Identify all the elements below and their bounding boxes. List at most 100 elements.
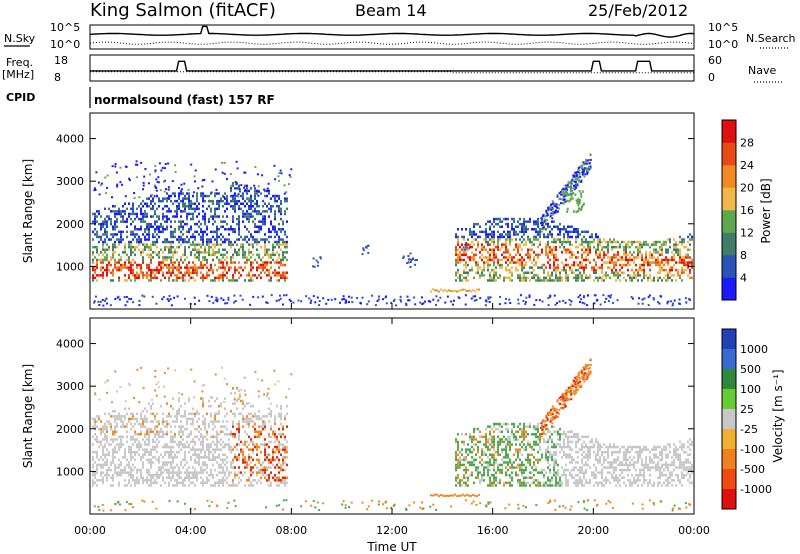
heatmap-cell — [242, 251, 244, 254]
heatmap-cell — [611, 271, 613, 274]
heatmap-cell — [587, 251, 589, 254]
heatmap-cell — [223, 196, 226, 199]
heatmap-cell — [202, 251, 204, 254]
colorbar-tick-label: 28 — [740, 137, 754, 150]
heatmap-cell — [180, 190, 182, 193]
heatmap-cell — [465, 271, 467, 274]
heatmap-cell — [485, 235, 487, 239]
heatmap-cell — [559, 245, 561, 249]
heatmap-cell — [178, 228, 180, 231]
heatmap-cell — [166, 422, 168, 426]
heatmap-cell — [238, 207, 240, 211]
heatmap-cell — [609, 240, 611, 244]
heatmap-cell — [348, 295, 350, 298]
heatmap-cell — [178, 397, 180, 400]
heatmap-cell — [268, 202, 270, 205]
heatmap-cell — [242, 425, 244, 428]
heatmap-cell — [246, 415, 248, 418]
heatmap-cell — [130, 468, 132, 472]
heatmap-cell — [138, 299, 141, 302]
heatmap-cell — [110, 463, 112, 467]
heatmap-cell — [162, 251, 164, 254]
heatmap-cell — [150, 243, 152, 246]
heatmap-cell — [581, 274, 583, 277]
heatmap-cell — [184, 402, 186, 405]
heatmap-cell — [501, 220, 503, 223]
colorbar-segment — [722, 165, 736, 188]
heatmap-cell — [226, 263, 228, 267]
heatmap-cell — [158, 199, 160, 203]
heatmap-cell — [194, 435, 196, 439]
heatmap-cell — [148, 435, 150, 439]
heatmap-cell — [94, 425, 96, 428]
heatmap-cell — [551, 210, 554, 213]
heatmap-cell — [575, 268, 577, 272]
heatmap-cell — [264, 448, 266, 451]
heatmap-cell — [166, 240, 168, 244]
heatmap-cell — [582, 296, 585, 299]
heatmap-cell — [92, 274, 94, 277]
heatmap-cell — [128, 202, 130, 205]
heatmap-cell — [220, 463, 222, 467]
heatmap-cell — [194, 245, 196, 249]
heatmap-cell — [681, 271, 683, 274]
heatmap-cell — [341, 503, 344, 506]
heatmap-cell — [589, 167, 592, 170]
heatmap-cell — [192, 407, 194, 410]
heatmap-cell — [163, 190, 166, 193]
heatmap-cell — [659, 261, 661, 264]
heatmap-cell — [408, 504, 411, 507]
heatmap-cell — [144, 215, 146, 218]
heatmap-cell — [274, 473, 276, 477]
heatmap-cell — [631, 297, 634, 300]
heatmap-cell — [192, 438, 194, 441]
heatmap-cell — [194, 243, 196, 246]
heatmap-cell — [284, 435, 286, 439]
heatmap-cell — [278, 245, 280, 249]
heatmap-cell — [102, 450, 104, 454]
power-y-axis-label: Slant Range [km] — [21, 159, 35, 263]
heatmap-cell — [170, 271, 172, 274]
heatmap-cell — [465, 276, 467, 280]
heatmap-cell — [188, 261, 190, 264]
heatmap-cell — [146, 471, 148, 474]
heatmap-cell — [483, 263, 485, 267]
heatmap-cell — [232, 184, 234, 188]
heatmap-cell — [116, 443, 118, 446]
heatmap-cell — [679, 251, 681, 254]
heatmap-cell — [553, 263, 555, 267]
heatmap-cell — [233, 398, 236, 401]
heatmap-cell — [689, 233, 691, 236]
heatmap-cell — [144, 450, 146, 454]
heatmap-cell — [242, 453, 244, 456]
heatmap-cell — [272, 456, 274, 459]
heatmap-cell — [168, 271, 170, 274]
heatmap-cell — [118, 503, 121, 506]
heatmap-cell — [122, 217, 124, 221]
heatmap-cell — [611, 301, 614, 304]
heatmap-cell — [206, 430, 208, 433]
heatmap-cell — [657, 263, 659, 267]
heatmap-cell — [234, 205, 236, 208]
heatmap-cell — [581, 253, 583, 257]
heatmap-cell — [567, 238, 569, 241]
heatmap-cell — [260, 220, 262, 223]
heatmap-cell — [256, 225, 258, 228]
heatmap-cell — [154, 228, 156, 231]
heatmap-cell — [216, 238, 218, 241]
heatmap-cell — [158, 215, 160, 218]
heatmap-cell — [172, 458, 174, 462]
heatmap-cell — [461, 253, 463, 257]
cpid-text: normalsound (fast) 157 RF — [94, 93, 275, 107]
heatmap-cell — [196, 215, 198, 218]
heatmap-cell — [276, 463, 278, 467]
heatmap-cell — [180, 427, 182, 431]
heatmap-cell — [100, 456, 102, 459]
heatmap-cell — [469, 268, 471, 272]
heatmap-cell — [170, 471, 172, 474]
heatmap-cell — [166, 461, 168, 464]
heatmap-cell — [641, 263, 643, 267]
heatmap-cell — [250, 417, 252, 421]
heatmap-cell — [505, 245, 507, 249]
heatmap-cell — [136, 212, 138, 216]
